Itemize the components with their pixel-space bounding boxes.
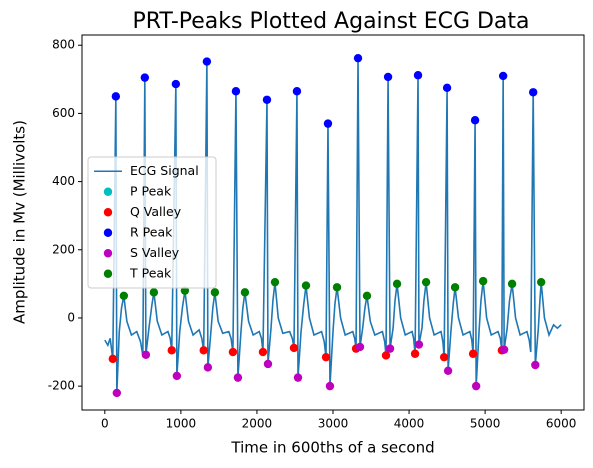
peak-marker [323, 119, 333, 128]
peak-marker [498, 71, 508, 81]
legend-label: Q Valley [130, 204, 182, 219]
peak-marker [392, 279, 402, 289]
axes-frame [81, 34, 585, 411]
y-tick-label: -200 [48, 379, 75, 393]
legend-marker [103, 228, 113, 237]
peak-marker [528, 88, 538, 97]
x-axis-label: Time in 600ths of a second [230, 439, 434, 457]
peak-marker [468, 349, 478, 358]
ecg-line [104, 58, 562, 393]
x-tick-label: 0 [101, 417, 109, 431]
peak-marker [383, 72, 393, 82]
peak-marker [167, 346, 176, 355]
peak-marker [119, 291, 129, 300]
peak-marker [108, 354, 118, 364]
peak-marker [442, 83, 452, 93]
peak-marker [450, 283, 460, 292]
peak-marker [414, 340, 424, 349]
y-tick-label: 400 [52, 174, 75, 188]
peak-marker [470, 116, 480, 125]
y-axis-label: Amplitude in Mv (Millivolts) [11, 120, 29, 324]
peak-marker [531, 360, 540, 370]
x-tick-label: 5000 [470, 417, 501, 431]
peak-marker [112, 388, 122, 398]
peak-marker [263, 359, 273, 369]
peak-marker [413, 71, 423, 80]
legend-label: S Valley [130, 245, 180, 260]
y-tick-label: 600 [52, 106, 75, 120]
peak-marker [499, 345, 509, 354]
x-tick-label: 3000 [318, 417, 349, 431]
plot-area [104, 53, 562, 398]
peak-marker [421, 277, 431, 287]
peak-marker [240, 288, 250, 297]
peak-marker [385, 344, 395, 353]
peak-marker [202, 57, 212, 66]
peak-marker [149, 288, 159, 297]
peak-marker [381, 351, 391, 360]
legend-marker [103, 269, 113, 278]
peak-marker [199, 346, 208, 355]
peak-marker [536, 277, 546, 287]
legend-label: T Peak [129, 265, 172, 280]
peak-marker [321, 352, 331, 362]
legend-marker [103, 208, 113, 217]
legend-label: ECG Signal [130, 163, 199, 178]
peak-marker [210, 288, 220, 297]
legend-label: R Peak [130, 224, 173, 239]
peak-marker [228, 347, 238, 357]
legend-label: P Peak [130, 183, 172, 198]
peak-marker [353, 53, 363, 63]
peak-marker [171, 79, 181, 89]
y-tick-label: 800 [52, 38, 75, 52]
peak-marker [443, 366, 453, 375]
peak-marker [203, 363, 213, 372]
peak-marker [410, 349, 420, 358]
x-tick-label: 4000 [394, 417, 425, 431]
peak-marker [507, 279, 517, 289]
peak-marker [471, 381, 481, 391]
peak-marker [439, 352, 449, 362]
legend-marker [103, 187, 113, 196]
peak-marker [231, 87, 241, 96]
peak-marker [180, 286, 190, 295]
legend-marker [103, 249, 113, 258]
peak-marker [362, 291, 372, 300]
peak-marker [172, 371, 182, 381]
peak-marker [301, 281, 311, 290]
peak-marker [270, 277, 280, 287]
peak-marker [233, 373, 243, 382]
peak-marker [258, 347, 268, 357]
y-tick-label: 200 [52, 242, 75, 256]
peak-marker [355, 342, 365, 352]
x-tick-label: 6000 [546, 417, 577, 431]
chart-title: PRT-Peaks Plotted Against ECG Data [132, 9, 529, 34]
y-tick-label: 0 [67, 310, 75, 324]
peak-marker [111, 92, 121, 101]
x-tick-label: 1000 [166, 417, 197, 431]
peak-marker [478, 276, 488, 286]
peak-marker [332, 283, 342, 292]
x-tick-label: 2000 [242, 417, 273, 431]
peak-marker [141, 350, 151, 359]
peak-marker [140, 73, 150, 82]
peak-marker [292, 87, 302, 96]
legend-box [87, 156, 217, 289]
peak-marker [262, 95, 272, 104]
peak-marker [289, 343, 299, 353]
peak-marker [293, 373, 303, 382]
peak-marker [325, 381, 335, 391]
